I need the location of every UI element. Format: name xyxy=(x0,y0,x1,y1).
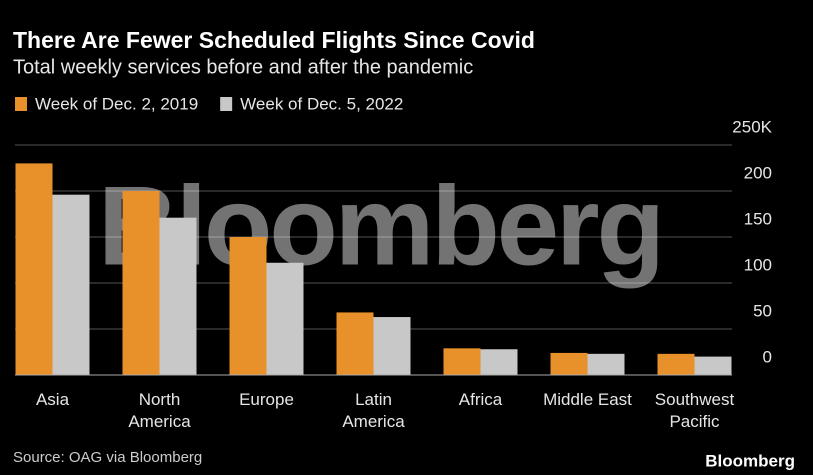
bar xyxy=(657,353,695,375)
bar xyxy=(122,191,160,375)
x-tick-label: Middle East xyxy=(543,390,632,409)
bar xyxy=(229,237,267,375)
source: Source: OAG via Bloomberg xyxy=(13,449,202,466)
x-tick-label: Europe xyxy=(239,390,294,409)
bar xyxy=(550,352,588,375)
bar xyxy=(373,317,411,375)
chart-title: There Are Fewer Scheduled Flights Since … xyxy=(13,27,535,53)
bar xyxy=(52,194,90,375)
bar xyxy=(15,163,53,375)
y-tick-label: 0 xyxy=(763,347,772,366)
logo: Bloomberg xyxy=(705,451,795,470)
x-tick-label: Southwest Pacific xyxy=(654,390,735,431)
bar xyxy=(443,348,481,375)
bar xyxy=(336,312,374,375)
legend-label: Week of Dec. 5, 2022 xyxy=(240,94,403,113)
y-tick-label: 150 xyxy=(744,209,772,228)
bar xyxy=(694,356,732,375)
x-tick-label: Africa xyxy=(458,390,503,409)
bar xyxy=(266,262,304,375)
y-tick-label: 250K xyxy=(732,117,772,136)
bar xyxy=(480,349,518,375)
x-tick-label: Latin America xyxy=(342,390,405,431)
legend-label: Week of Dec. 2, 2019 xyxy=(35,94,198,113)
legend-swatch xyxy=(220,97,233,111)
y-tick-label: 50 xyxy=(753,301,772,320)
bar xyxy=(159,217,197,375)
bar xyxy=(587,353,625,375)
legend-swatch xyxy=(15,97,27,111)
y-tick-label: 200 xyxy=(744,163,772,182)
chart-subtitle: Total weekly services before and after t… xyxy=(13,56,473,78)
x-tick-label: North America xyxy=(128,390,191,431)
y-tick-label: 100 xyxy=(744,255,772,274)
x-tick-label: Asia xyxy=(35,390,70,409)
